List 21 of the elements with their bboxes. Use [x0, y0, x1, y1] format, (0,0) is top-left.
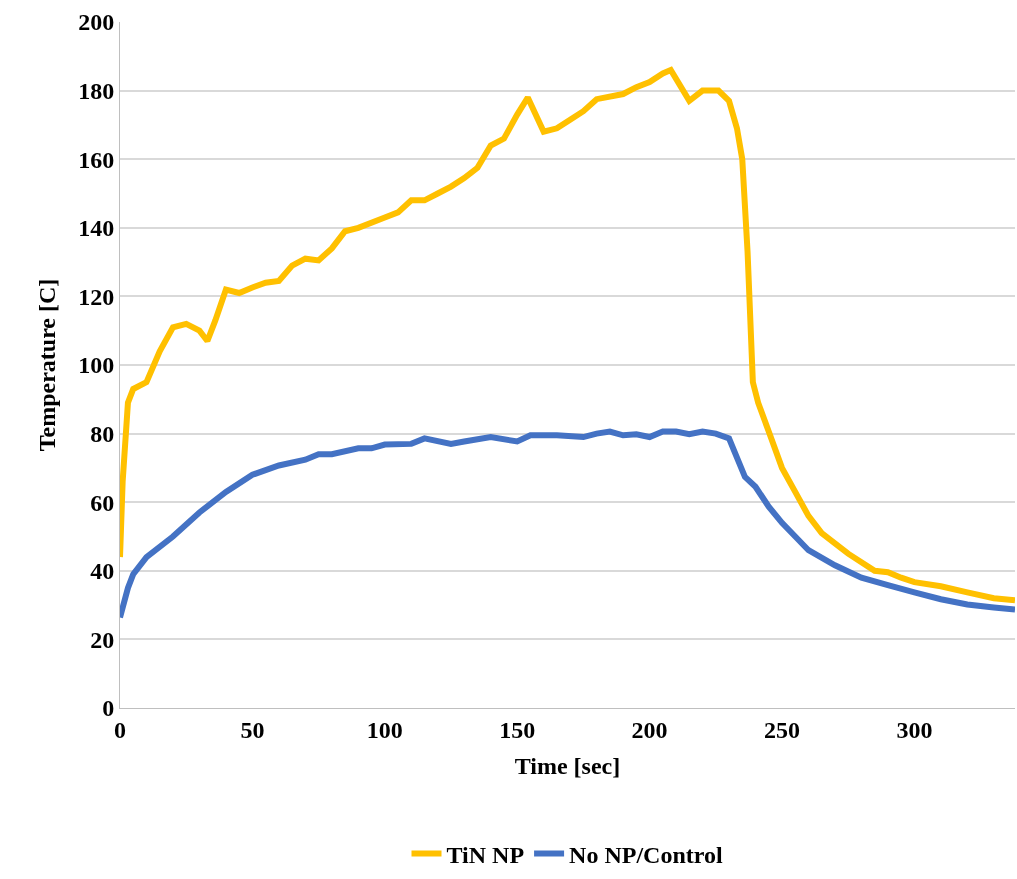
legend-label: TiN NP — [446, 841, 525, 868]
y-tick-label: 80 — [90, 421, 115, 447]
x-tick-label: 300 — [896, 716, 933, 743]
y-tick-label: 20 — [90, 626, 115, 653]
legend-label: No NP/Control — [569, 841, 723, 868]
x-tick-label: 150 — [499, 716, 536, 743]
y-tick-label: 120 — [78, 283, 115, 310]
y-axis-title: Temperature [C] — [34, 278, 61, 452]
y-tick-label: 40 — [90, 558, 115, 585]
x-tick-label: 200 — [631, 716, 668, 743]
x-tick-label: 250 — [763, 716, 800, 743]
x-tick-label: 50 — [240, 716, 265, 743]
x-tick-label: 100 — [366, 716, 403, 743]
y-tick-label: 180 — [78, 78, 115, 104]
y-tick-label: 160 — [78, 146, 115, 173]
y-tick-label: 140 — [78, 215, 115, 242]
y-tick-label: 100 — [78, 352, 115, 379]
x-axis-title: Time [sec] — [514, 753, 621, 780]
y-tick-label: 200 — [78, 9, 115, 36]
y-tick-label: 0 — [102, 695, 115, 722]
y-tick-label: 60 — [90, 489, 115, 516]
